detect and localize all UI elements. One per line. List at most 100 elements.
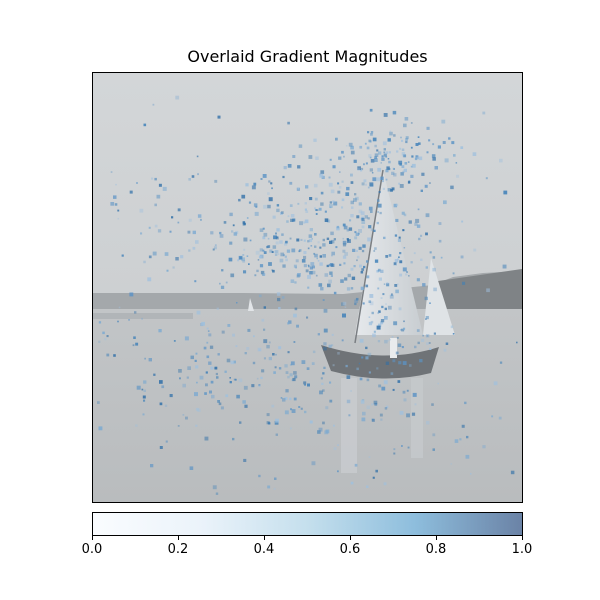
gradient-speck xyxy=(272,245,277,249)
gradient-speck xyxy=(307,275,311,279)
gradient-speck xyxy=(403,154,407,158)
gradient-speck xyxy=(313,183,318,188)
gradient-speck xyxy=(407,446,410,449)
gradient-speck xyxy=(278,346,282,350)
gradient-speck xyxy=(363,163,365,166)
gradient-speck xyxy=(410,165,413,168)
gradient-speck xyxy=(385,178,388,181)
gradient-speck xyxy=(414,157,418,161)
gradient-speck xyxy=(404,117,409,121)
gradient-speck xyxy=(229,241,233,245)
gradient-speck xyxy=(195,424,198,427)
gradient-speck xyxy=(374,156,377,159)
gradient-speck xyxy=(400,136,402,139)
gradient-speck xyxy=(403,327,406,330)
gradient-speck xyxy=(403,320,405,323)
gradient-speck xyxy=(203,346,207,350)
gradient-speck xyxy=(399,184,404,188)
gradient-speck xyxy=(268,180,271,183)
gradient-speck xyxy=(98,321,102,324)
gradient-speck xyxy=(378,191,381,194)
gradient-speck xyxy=(415,143,419,146)
gradient-speck xyxy=(136,385,141,390)
gradient-speck xyxy=(329,399,333,403)
gradient-speck xyxy=(343,155,345,158)
gradient-speck xyxy=(389,130,392,133)
gradient-speck xyxy=(464,401,467,405)
gradient-speck xyxy=(372,137,377,142)
gradient-speck xyxy=(151,177,154,180)
gradient-speck xyxy=(301,259,306,263)
gradient-speck xyxy=(148,255,152,259)
gradient-speck xyxy=(322,389,325,392)
gradient-speck xyxy=(260,270,265,275)
gradient-speck xyxy=(429,302,431,304)
gradient-speck xyxy=(292,155,296,158)
gradient-speck xyxy=(401,445,403,447)
gradient-speck xyxy=(153,373,156,376)
gradient-speck xyxy=(414,403,417,406)
gradient-speck xyxy=(317,430,321,434)
gradient-speck xyxy=(320,202,324,206)
gradient-speck xyxy=(373,229,376,232)
gradient-speck xyxy=(391,294,393,296)
gradient-speck xyxy=(252,361,256,365)
gradient-speck xyxy=(319,255,322,258)
gradient-speck xyxy=(258,474,261,478)
gradient-speck xyxy=(318,283,323,287)
gradient-speck xyxy=(195,407,199,411)
gradient-speck xyxy=(192,230,196,235)
gradient-speck xyxy=(287,121,290,125)
gradient-speck xyxy=(214,179,218,183)
gradient-speck xyxy=(432,448,435,451)
gradient-speck xyxy=(207,330,210,332)
gradient-speck xyxy=(284,255,287,258)
gradient-speck xyxy=(391,336,394,338)
gradient-speck xyxy=(358,362,361,365)
gradient-speck xyxy=(503,190,508,195)
gradient-speck xyxy=(360,167,364,171)
gradient-speck xyxy=(398,236,401,239)
gradient-speck xyxy=(377,312,380,314)
gradient-speck xyxy=(215,492,219,495)
gradient-speck xyxy=(382,141,387,146)
gradient-speck xyxy=(374,402,378,406)
gradient-speck xyxy=(377,287,380,290)
gradient-speck xyxy=(308,234,313,238)
gradient-speck xyxy=(294,375,298,379)
gradient-speck xyxy=(322,299,325,301)
gradient-speck xyxy=(136,182,138,184)
gradient-speck xyxy=(242,259,246,263)
gradient-speck xyxy=(309,197,313,201)
gradient-speck xyxy=(408,275,410,277)
gradient-speck xyxy=(253,335,255,338)
gradient-speck xyxy=(278,307,281,310)
gradient-speck xyxy=(358,209,363,214)
gradient-speck xyxy=(369,182,374,187)
gradient-speck xyxy=(342,249,346,253)
gradient-speck xyxy=(310,262,315,266)
gradient-speck xyxy=(342,240,347,245)
gradient-speck xyxy=(431,403,434,406)
gradient-speck xyxy=(356,259,358,262)
gradient-speck xyxy=(391,187,395,191)
gradient-speck xyxy=(421,172,425,176)
gradient-speck xyxy=(356,255,360,259)
gradient-speck xyxy=(307,240,310,243)
gradient-speck xyxy=(412,392,417,397)
gradient-speck xyxy=(267,237,270,240)
gradient-speck xyxy=(246,347,250,351)
gradient-speck xyxy=(411,412,416,416)
gradient-speck xyxy=(346,287,351,291)
gradient-speck xyxy=(363,265,366,269)
gradient-speck xyxy=(394,259,399,263)
gradient-speck xyxy=(285,258,288,262)
gradient-speck xyxy=(139,208,144,213)
gradient-speck xyxy=(429,347,432,350)
gradient-speck xyxy=(361,220,366,224)
gradient-speck xyxy=(366,405,371,410)
gradient-speck xyxy=(186,376,189,379)
gradient-speck xyxy=(225,394,229,398)
gradient-speck xyxy=(380,176,384,180)
gradient-speck xyxy=(417,136,420,138)
